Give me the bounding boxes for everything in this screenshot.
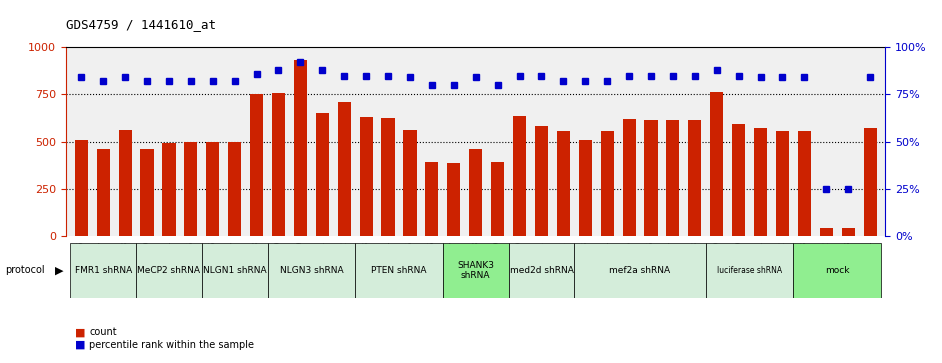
Text: MeCP2 shRNA: MeCP2 shRNA — [138, 266, 201, 275]
Text: ■: ■ — [75, 327, 86, 337]
Bar — [710, 93, 723, 236]
Bar — [119, 130, 132, 236]
Bar — [228, 142, 241, 236]
Bar — [206, 142, 219, 236]
Bar — [601, 131, 614, 236]
Bar — [798, 131, 811, 236]
Bar — [250, 94, 263, 236]
Bar — [162, 143, 175, 236]
Text: SHANK3
shRNA: SHANK3 shRNA — [457, 261, 495, 280]
Bar — [140, 149, 154, 236]
Bar — [623, 119, 636, 236]
Text: protocol: protocol — [5, 265, 44, 276]
Text: count: count — [89, 327, 117, 337]
Text: NLGN1 shRNA: NLGN1 shRNA — [203, 266, 267, 275]
Bar — [644, 120, 658, 236]
Bar — [360, 117, 373, 236]
Bar — [841, 228, 854, 236]
Text: ▶: ▶ — [55, 265, 63, 276]
Bar — [403, 130, 416, 236]
Bar — [382, 118, 395, 236]
Bar — [578, 140, 592, 236]
Bar — [513, 116, 527, 236]
FancyBboxPatch shape — [793, 243, 881, 298]
Text: ■: ■ — [75, 340, 86, 350]
Text: NLGN3 shRNA: NLGN3 shRNA — [280, 266, 343, 275]
Text: PTEN shRNA: PTEN shRNA — [371, 266, 427, 275]
Bar — [557, 131, 570, 236]
Text: GDS4759 / 1441610_at: GDS4759 / 1441610_at — [66, 18, 216, 31]
Bar — [185, 142, 198, 236]
Text: percentile rank within the sample: percentile rank within the sample — [89, 340, 254, 350]
Text: med2d shRNA: med2d shRNA — [510, 266, 574, 275]
Bar — [272, 93, 285, 236]
Bar — [776, 131, 789, 236]
Bar — [820, 228, 833, 236]
Bar — [689, 120, 702, 236]
Text: FMR1 shRNA: FMR1 shRNA — [74, 266, 132, 275]
Bar — [491, 162, 504, 236]
Bar — [337, 102, 350, 236]
Bar — [447, 163, 461, 236]
Bar — [754, 129, 767, 236]
FancyBboxPatch shape — [71, 243, 136, 298]
Text: mef2a shRNA: mef2a shRNA — [609, 266, 671, 275]
Bar — [97, 149, 110, 236]
Bar — [74, 140, 88, 236]
Bar — [316, 113, 329, 236]
Bar — [864, 129, 877, 236]
FancyBboxPatch shape — [509, 243, 575, 298]
Bar — [425, 162, 438, 236]
Bar — [535, 126, 548, 236]
Bar — [732, 124, 745, 236]
FancyBboxPatch shape — [136, 243, 202, 298]
Bar — [294, 60, 307, 236]
FancyBboxPatch shape — [706, 243, 793, 298]
Text: luciferase shRNA: luciferase shRNA — [717, 266, 782, 275]
FancyBboxPatch shape — [268, 243, 355, 298]
Bar — [469, 149, 482, 236]
FancyBboxPatch shape — [202, 243, 268, 298]
FancyBboxPatch shape — [355, 243, 443, 298]
Text: mock: mock — [825, 266, 850, 275]
Bar — [666, 120, 679, 236]
FancyBboxPatch shape — [575, 243, 706, 298]
FancyBboxPatch shape — [443, 243, 509, 298]
